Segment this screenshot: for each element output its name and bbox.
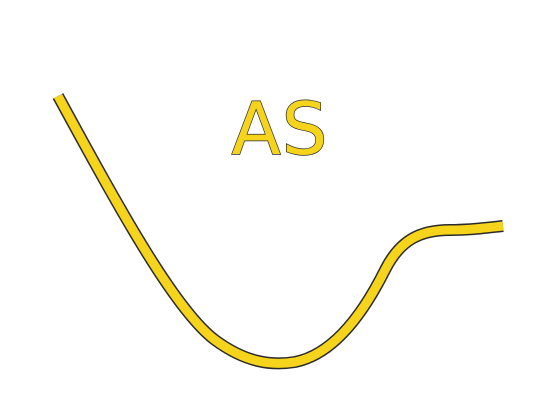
wave-curve [54,93,504,368]
logo-text: AS [232,87,329,171]
